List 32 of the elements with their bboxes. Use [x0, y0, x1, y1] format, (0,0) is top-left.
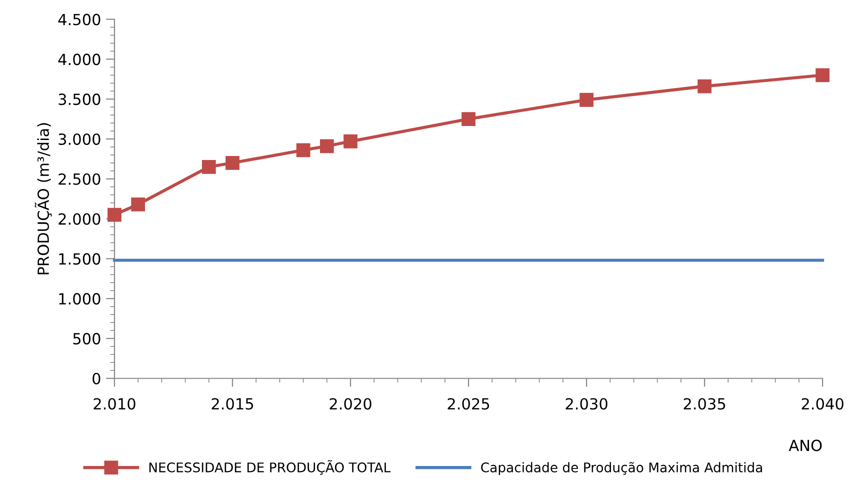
- point: [296, 143, 310, 158]
- x-tick-label: 2.025: [448, 398, 490, 410]
- point: [462, 112, 476, 126]
- legend-label: Capacidade de Produção Maxima Admitida: [481, 462, 762, 475]
- point: [226, 156, 240, 170]
- y-tick-label: 1.500: [59, 253, 100, 265]
- x-tick-label: 2.015: [212, 398, 254, 410]
- point: [698, 79, 712, 94]
- x-axis-title: ANO: [788, 440, 822, 452]
- x-tick-label: 2.035: [684, 398, 726, 410]
- point: [344, 134, 358, 148]
- y-tick-label: 3.000: [58, 133, 100, 145]
- y-tick-label: 2.500: [58, 173, 100, 185]
- point: [580, 92, 594, 107]
- x-tick-label: 2.020: [330, 398, 372, 410]
- y-tick-label: 0: [92, 372, 100, 384]
- y-tick-label: 500: [73, 332, 100, 344]
- point: [320, 139, 334, 154]
- point: [131, 197, 146, 212]
- point: [816, 68, 830, 82]
- x-tick-label: 2.010: [94, 398, 136, 410]
- point: [202, 160, 216, 174]
- point: [108, 208, 122, 222]
- y-tick-label: 2.000: [58, 213, 100, 225]
- x-tick-label: 2.030: [566, 398, 608, 410]
- y-axis-title: PRODUÇÃO (m³/dia): [34, 123, 52, 274]
- y-tick-label: 4.000: [58, 54, 100, 66]
- y-tick-label: 1.000: [59, 293, 100, 305]
- x-tick-label: 2.040: [802, 398, 844, 410]
- y-tick-label: 4.500: [58, 14, 100, 26]
- legend-label: NECESSIDADE DE PRODUÇÃO TOTAL: [149, 460, 391, 475]
- y-tick-label: 3.500: [58, 94, 100, 106]
